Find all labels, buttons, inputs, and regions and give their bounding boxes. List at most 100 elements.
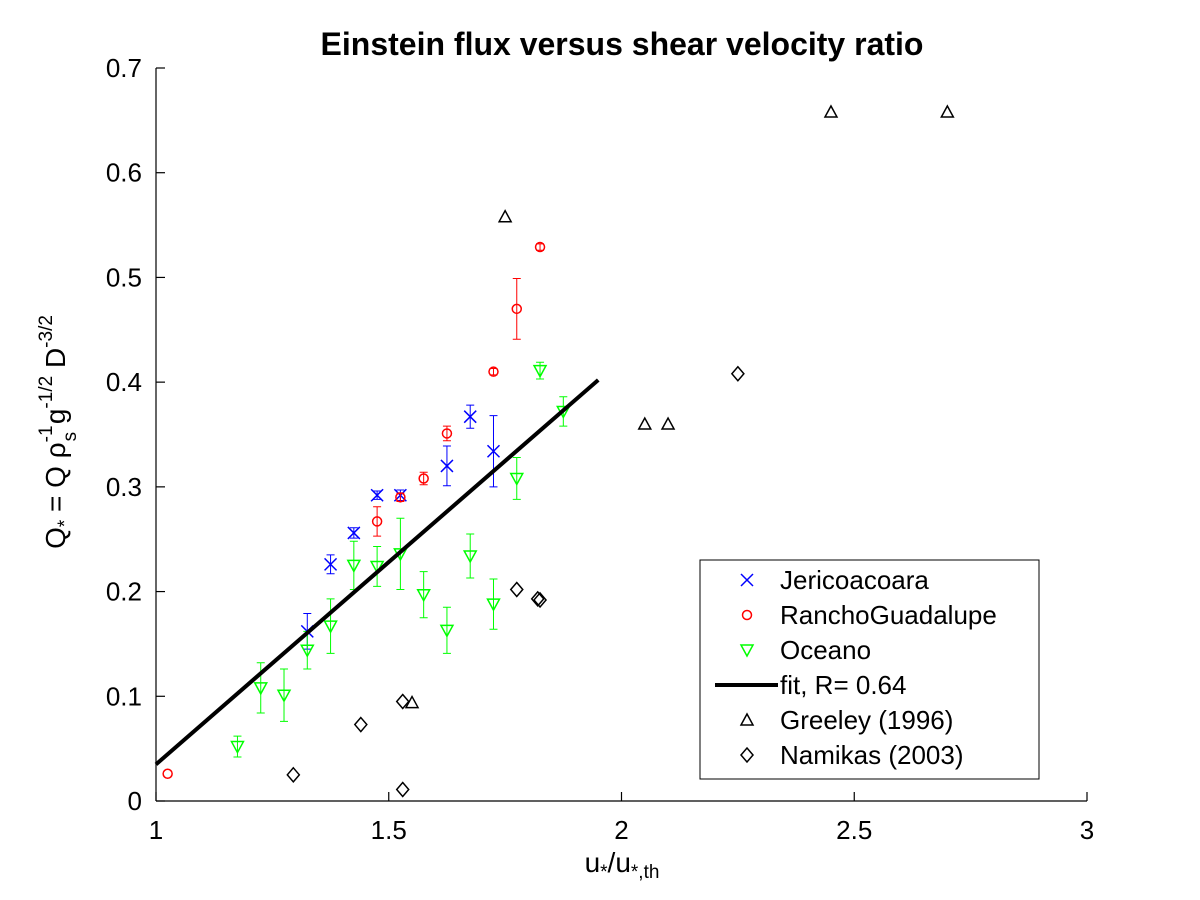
- y-tick-label: 0.4: [106, 367, 142, 397]
- plot-area: [154, 104, 955, 798]
- error-bar: [512, 277, 521, 340]
- legend-swatch: [741, 609, 753, 621]
- data-point: [353, 716, 368, 733]
- data-point: [418, 473, 429, 484]
- data-point: [486, 444, 501, 458]
- error-bar: [280, 668, 289, 722]
- y-axis-label-d: D: [40, 348, 71, 376]
- data-point: [660, 416, 676, 430]
- data-point: [370, 488, 384, 502]
- error-bar: [489, 578, 498, 630]
- y-tick-label: 0.2: [106, 577, 142, 607]
- error-bar: [326, 598, 335, 654]
- legend-swatch: [740, 746, 754, 764]
- y-axis-label-rho: ρ: [40, 442, 71, 458]
- data-point: [940, 104, 955, 118]
- y-axis-label-d-sup: -3/2: [36, 315, 57, 348]
- data-point: [497, 209, 513, 223]
- legend-label: Jericoacoara: [780, 565, 929, 595]
- data-point: [253, 682, 269, 696]
- data-point: [730, 365, 745, 382]
- x-tick-label: 1.5: [371, 815, 407, 845]
- data-point: [395, 781, 410, 798]
- data-point: [509, 581, 524, 598]
- y-axis-label: Q* = Q ρ-1 s g-1/2 D-3/2: [36, 315, 81, 549]
- legend-swatch: [739, 644, 755, 658]
- data-point: [532, 364, 548, 379]
- data-point: [347, 526, 361, 540]
- y-tick-label: 0.5: [106, 262, 142, 292]
- x-axis-label-sub2: *,th: [631, 862, 660, 883]
- data-point: [276, 689, 292, 703]
- data-point: [534, 241, 546, 253]
- y-tick-label: 0.6: [106, 158, 142, 188]
- y-axis-label-q: Q: [40, 527, 71, 549]
- series-ranchoguadalupe: [162, 241, 546, 780]
- data-point: [162, 768, 173, 780]
- data-point: [462, 550, 478, 564]
- y-axis-label-rho-sub: s: [60, 432, 81, 442]
- legend-label: Greeley (1996): [780, 705, 953, 735]
- data-point: [286, 766, 301, 783]
- legend-label: Namikas (2003): [780, 740, 964, 770]
- fit-line: [154, 378, 600, 766]
- legend-label: Oceano: [780, 635, 871, 665]
- data-point: [395, 693, 410, 710]
- data-point: [440, 459, 454, 473]
- x-axis-label-sub1: *: [600, 862, 608, 883]
- data-point: [509, 472, 525, 487]
- series-fit-r-0-64: [154, 378, 600, 766]
- data-point: [323, 620, 338, 634]
- series-namikas-2003: [286, 365, 745, 798]
- data-point: [324, 557, 338, 571]
- y-tick-label: 0.3: [106, 472, 142, 502]
- error-bar: [419, 571, 428, 619]
- error-bar: [489, 368, 498, 376]
- x-tick-label: 2.5: [836, 815, 872, 845]
- y-axis-label-eq: = Q: [40, 458, 71, 519]
- data-point: [395, 492, 406, 503]
- error-bar: [536, 243, 545, 251]
- data-point: [439, 624, 455, 638]
- y-axis-label-rho-sup: -1: [36, 425, 57, 442]
- y-axis-label-star: *: [55, 519, 76, 527]
- legend-label: fit, R= 0.64: [780, 670, 906, 700]
- x-axis-label-main: u: [585, 847, 601, 878]
- legend-label: RanchoGuadalupe: [780, 600, 997, 630]
- data-point: [371, 516, 383, 527]
- y-axis-label-g: g: [40, 409, 71, 432]
- data-point: [230, 740, 245, 755]
- data-point: [488, 366, 499, 377]
- legend-swatch: [740, 573, 754, 587]
- error-bar: [466, 533, 475, 579]
- error-bar: [373, 546, 382, 587]
- error-bar: [442, 606, 451, 654]
- y-tick-label: 0: [128, 786, 142, 816]
- y-axis-label-g-sup: -1/2: [36, 376, 57, 409]
- x-axis-label-mid: /u: [608, 847, 631, 878]
- data-point: [416, 588, 431, 603]
- data-point: [463, 410, 477, 424]
- data-point: [486, 598, 501, 612]
- legend: Jericoacoara RanchoGuadalupe Oceano fit, R=…: [699, 559, 1040, 780]
- legend-swatch: [739, 712, 755, 726]
- x-tick-label: 1: [149, 815, 163, 845]
- data-point: [637, 416, 653, 430]
- data-point: [511, 303, 523, 315]
- data-point: [823, 104, 839, 118]
- y-tick-label: 0.7: [106, 53, 142, 83]
- data-point: [346, 559, 362, 573]
- error-bar: [373, 506, 382, 537]
- y-tick-label: 0.1: [106, 681, 142, 711]
- legend-box: [699, 559, 1040, 780]
- x-tick-label: 3: [1080, 815, 1094, 845]
- data-point: [369, 560, 385, 575]
- chart-title: Einstein flux versus shear velocity rati…: [321, 26, 924, 62]
- x-tick-label: 2: [614, 815, 628, 845]
- error-bar: [512, 457, 521, 500]
- data-point: [533, 591, 548, 609]
- data-point: [530, 590, 545, 608]
- x-axis-label: u*/u*,th: [585, 847, 660, 883]
- axes: 1 1.5 2 2.5 3 0 0.1 0.2 0.3 0.4 0.5 0.6 0.7: [106, 53, 1094, 845]
